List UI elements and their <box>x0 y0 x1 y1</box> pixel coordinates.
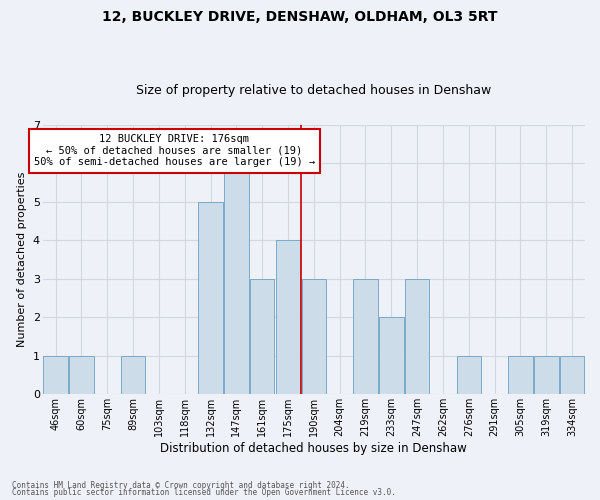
Bar <box>224 163 248 394</box>
Bar <box>121 356 145 395</box>
Bar <box>379 317 404 394</box>
Bar <box>560 356 584 395</box>
Text: 12, BUCKLEY DRIVE, DENSHAW, OLDHAM, OL3 5RT: 12, BUCKLEY DRIVE, DENSHAW, OLDHAM, OL3 … <box>102 10 498 24</box>
Bar <box>43 356 68 395</box>
Bar <box>457 356 481 395</box>
Bar <box>405 278 430 394</box>
Bar <box>508 356 533 395</box>
Text: Contains public sector information licensed under the Open Government Licence v3: Contains public sector information licen… <box>12 488 396 497</box>
Y-axis label: Number of detached properties: Number of detached properties <box>17 172 27 347</box>
Bar <box>198 202 223 394</box>
Bar <box>302 278 326 394</box>
Bar <box>250 278 274 394</box>
Bar <box>69 356 94 395</box>
Text: 12 BUCKLEY DRIVE: 176sqm
← 50% of detached houses are smaller (19)
50% of semi-d: 12 BUCKLEY DRIVE: 176sqm ← 50% of detach… <box>34 134 315 168</box>
Bar <box>534 356 559 395</box>
Text: Contains HM Land Registry data © Crown copyright and database right 2024.: Contains HM Land Registry data © Crown c… <box>12 480 350 490</box>
Title: Size of property relative to detached houses in Denshaw: Size of property relative to detached ho… <box>136 84 491 97</box>
X-axis label: Distribution of detached houses by size in Denshaw: Distribution of detached houses by size … <box>160 442 467 455</box>
Bar <box>276 240 300 394</box>
Bar <box>353 278 378 394</box>
